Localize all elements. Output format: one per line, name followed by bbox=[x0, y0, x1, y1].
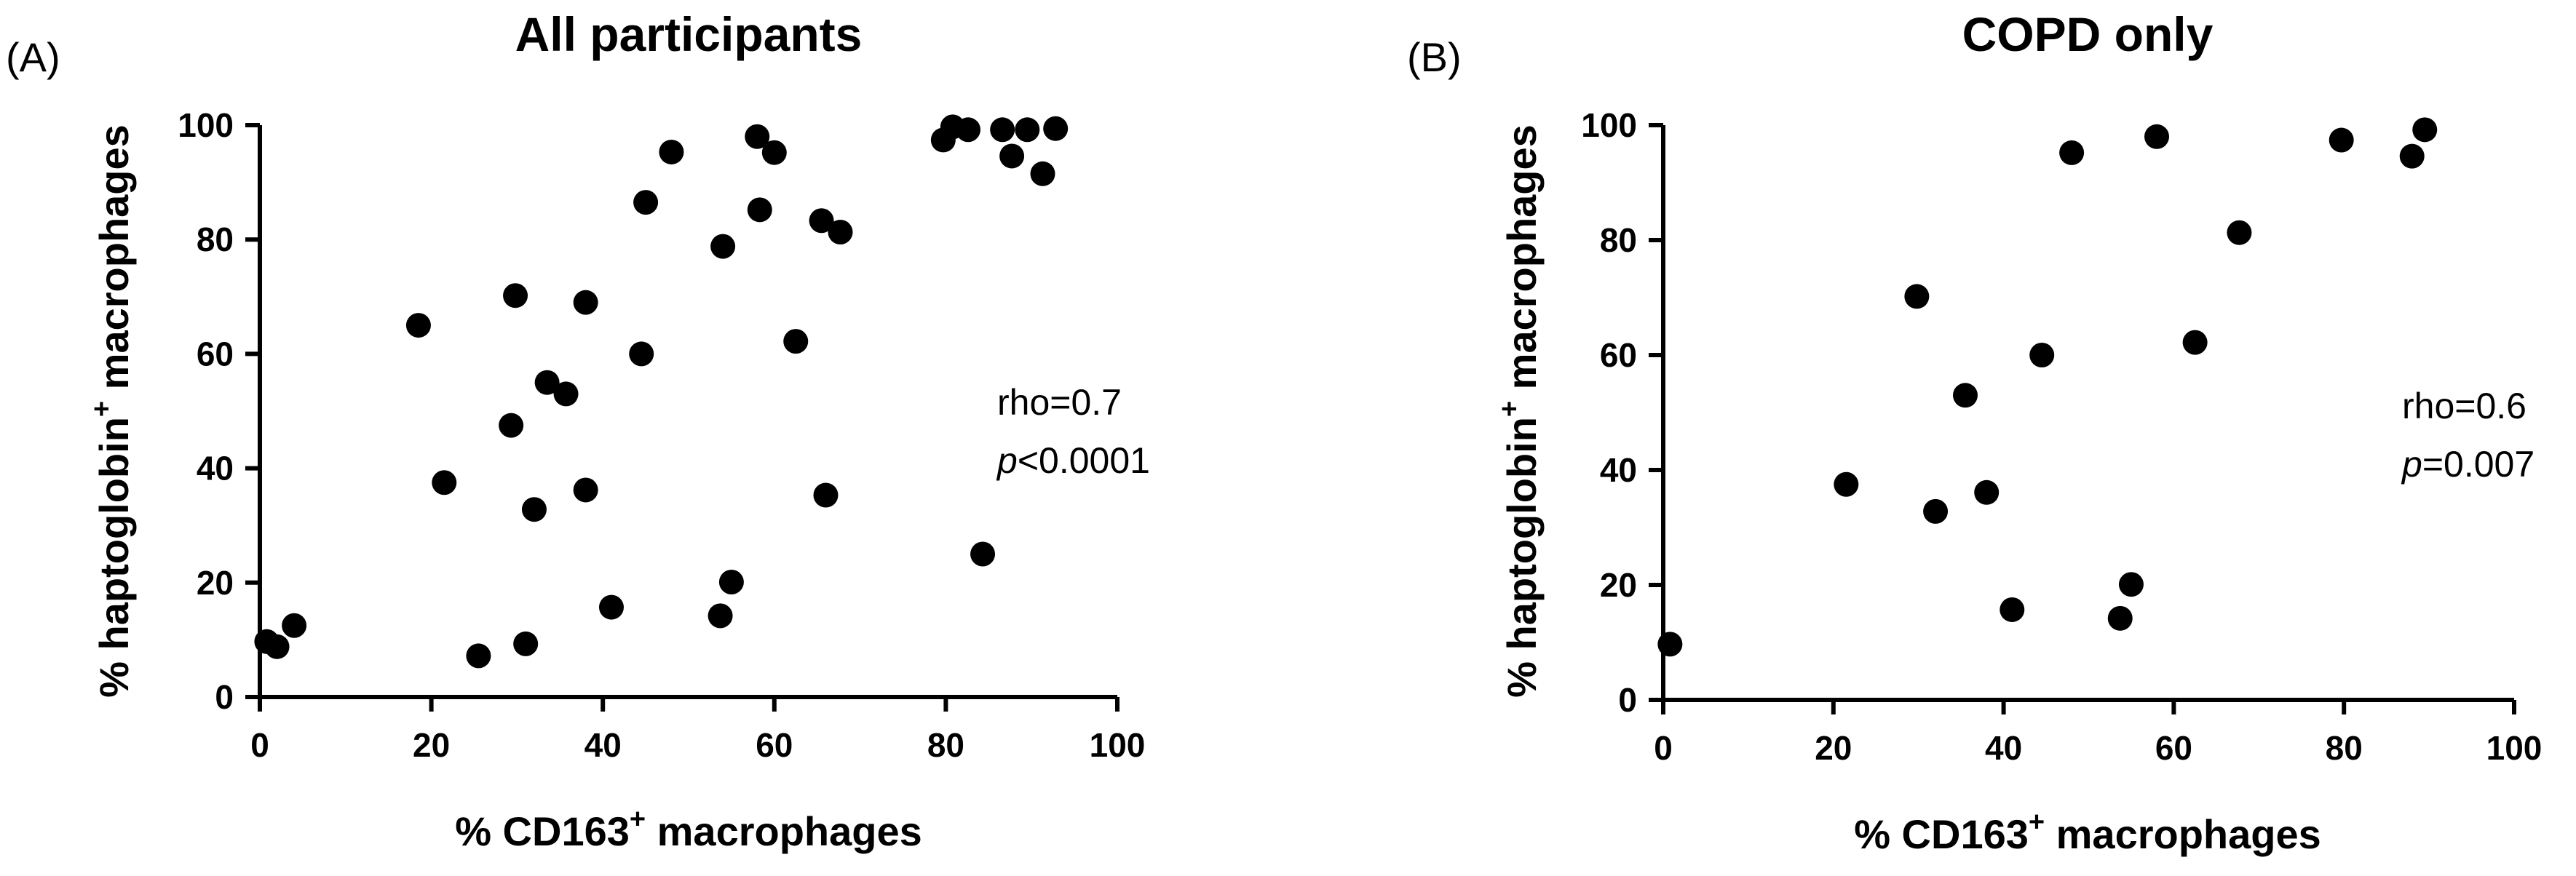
y-tick-label: 100 bbox=[178, 106, 234, 144]
data-point bbox=[2107, 605, 2133, 631]
data-point bbox=[999, 143, 1025, 169]
data-point bbox=[513, 631, 539, 656]
data-point bbox=[1952, 383, 1978, 408]
y-tick-label: 40 bbox=[1600, 451, 1637, 489]
data-point bbox=[990, 117, 1015, 143]
chart-title: COPD only bbox=[1962, 7, 2214, 61]
p-value-annotation: p<0.0001 bbox=[996, 440, 1150, 481]
x-tick-label: 60 bbox=[756, 726, 793, 764]
rho-annotation: rho=0.7 bbox=[997, 382, 1122, 423]
panel-label: (B) bbox=[1407, 34, 1462, 80]
data-point bbox=[1923, 498, 1949, 524]
y-tick-label: 100 bbox=[1581, 106, 1637, 144]
data-point bbox=[761, 140, 787, 165]
data-point bbox=[1834, 471, 1859, 497]
y-tick-label: 40 bbox=[197, 450, 234, 487]
data-point bbox=[466, 643, 491, 669]
data-point bbox=[813, 482, 839, 508]
y-tick-label: 20 bbox=[1600, 566, 1637, 604]
data-point bbox=[633, 190, 659, 215]
data-point bbox=[499, 413, 524, 438]
y-tick-label: 60 bbox=[1600, 336, 1637, 374]
x-tick-label: 0 bbox=[250, 726, 269, 764]
x-tick-label: 20 bbox=[1815, 729, 1852, 767]
data-point bbox=[745, 124, 770, 149]
x-tick-label: 100 bbox=[1090, 726, 1146, 764]
chart-title: All participants bbox=[515, 7, 863, 61]
x-tick-label: 0 bbox=[1654, 729, 1673, 767]
p-value-annotation: p=0.007 bbox=[2401, 444, 2535, 485]
y-tick-label: 80 bbox=[1600, 221, 1637, 259]
data-point bbox=[573, 290, 598, 315]
data-point bbox=[405, 313, 431, 338]
data-point bbox=[2412, 117, 2438, 143]
rho-annotation: rho=0.6 bbox=[2402, 386, 2527, 426]
data-point bbox=[553, 381, 579, 407]
data-point bbox=[1043, 116, 1069, 141]
y-tick-label: 0 bbox=[1618, 681, 1637, 719]
x-tick-label: 40 bbox=[1985, 729, 2022, 767]
data-point bbox=[521, 497, 547, 522]
x-tick-label: 60 bbox=[2155, 729, 2192, 767]
data-point bbox=[2118, 572, 2144, 597]
data-point bbox=[2059, 140, 2085, 165]
data-point bbox=[2029, 343, 2055, 367]
data-point bbox=[1904, 284, 1930, 309]
data-point bbox=[956, 117, 981, 143]
x-axis-title: % CD163+ macrophages bbox=[455, 804, 922, 854]
x-tick-label: 40 bbox=[584, 726, 622, 764]
y-tick-label: 80 bbox=[197, 220, 234, 258]
data-point bbox=[970, 541, 996, 567]
panel-a: (A) All participants 0 20 40 60 80 100 0 20 40 60 80… bbox=[6, 7, 1150, 854]
data-point bbox=[2000, 597, 2025, 622]
data-point bbox=[1974, 479, 2000, 505]
y-axis-title: % haptoglobin+ macrophages bbox=[1494, 124, 1545, 698]
x-tick-label: 80 bbox=[927, 726, 964, 764]
data-point bbox=[1015, 117, 1040, 143]
data-point bbox=[710, 234, 736, 259]
data-point bbox=[659, 139, 684, 164]
data-point bbox=[708, 603, 733, 629]
data-point bbox=[809, 208, 834, 234]
x-tick-label: 80 bbox=[2326, 729, 2363, 767]
data-point bbox=[534, 370, 560, 395]
data-point bbox=[282, 613, 307, 638]
y-tick-label: 0 bbox=[215, 678, 234, 716]
data-point bbox=[2329, 127, 2354, 153]
data-point bbox=[747, 197, 772, 223]
data-point bbox=[629, 341, 654, 367]
y-tick-label: 60 bbox=[197, 335, 234, 373]
x-tick-label: 20 bbox=[413, 726, 450, 764]
data-point bbox=[718, 570, 744, 595]
data-point bbox=[783, 329, 809, 354]
y-axis-title: % haptoglobin+ macrophages bbox=[87, 124, 137, 698]
data-point bbox=[1030, 161, 1055, 186]
data-point bbox=[573, 477, 598, 503]
panel-label: (A) bbox=[6, 34, 60, 80]
data-point bbox=[2182, 330, 2208, 355]
data-point bbox=[2144, 124, 2170, 149]
x-tick-label: 100 bbox=[2486, 729, 2543, 767]
data-point bbox=[503, 283, 528, 308]
data-point bbox=[432, 470, 457, 495]
x-axis-title: % CD163+ macrophages bbox=[1854, 807, 2321, 857]
data-point bbox=[1657, 632, 1683, 657]
data-point bbox=[2227, 220, 2252, 245]
data-point bbox=[598, 594, 624, 620]
panel-b: (B) COPD only 0 20 40 60 80 100 0 20 40 60 80 100 % CD… bbox=[1407, 7, 2542, 857]
y-tick-label: 20 bbox=[197, 564, 234, 602]
data-point bbox=[264, 634, 290, 659]
data-point bbox=[828, 219, 853, 244]
data-point bbox=[2399, 143, 2425, 169]
